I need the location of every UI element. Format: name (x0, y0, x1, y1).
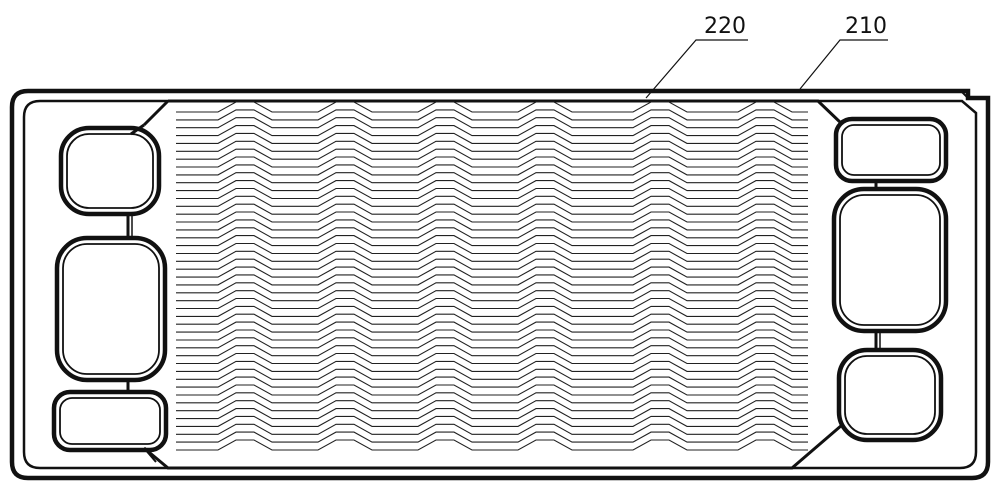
leader-lines (645, 39, 888, 99)
channel-line (176, 258, 808, 270)
channel-line (176, 187, 808, 200)
right-port-middle (831, 186, 949, 334)
channel-line (176, 290, 808, 302)
channel-line (176, 109, 808, 121)
right-ports (831, 116, 949, 443)
channel-line (176, 219, 808, 231)
channel-line (176, 439, 808, 451)
channel-line (176, 203, 808, 215)
channel-line (176, 384, 808, 396)
left-port-bottom (51, 389, 169, 453)
channel-line (176, 392, 808, 404)
channel-line (176, 282, 808, 294)
channel-line (176, 321, 808, 333)
channel-line (176, 266, 808, 278)
channel-line (176, 376, 808, 388)
channel-line (176, 297, 808, 310)
channel-line (176, 431, 808, 443)
right-port-top (833, 116, 949, 184)
flow-channels (176, 101, 808, 451)
channel-line (176, 148, 808, 160)
channel-line (176, 156, 808, 168)
channel-line (176, 180, 808, 192)
left-ports (51, 125, 169, 453)
right-port-bottom (836, 347, 944, 443)
channel-line (176, 305, 808, 317)
outer-plate (9, 88, 991, 481)
channel-line (176, 313, 808, 325)
left-port-top (58, 125, 162, 217)
channel-line (176, 329, 808, 341)
channel-line (176, 337, 808, 349)
channel-line (176, 345, 808, 357)
channel-line (176, 368, 808, 380)
ref-label-210: 210 (845, 14, 887, 39)
channel-line (176, 250, 808, 262)
channel-line (176, 164, 808, 176)
leader-line-220 (645, 39, 748, 99)
channel-line (176, 423, 808, 435)
channel-line (176, 415, 808, 427)
channel-line (176, 360, 808, 372)
channel-line (176, 408, 808, 420)
channel-line (176, 195, 808, 207)
ref-label-220: 220 (704, 14, 746, 39)
channel-line (176, 242, 808, 255)
channel-line (176, 274, 808, 286)
channel-line (176, 125, 808, 137)
channel-line (176, 140, 808, 152)
channel-line (176, 211, 808, 223)
channel-line (176, 227, 808, 239)
channel-line (176, 132, 808, 144)
channel-line (176, 352, 808, 365)
left-port-middle (54, 235, 168, 383)
flow-field-border (130, 99, 844, 470)
channel-line (176, 117, 808, 129)
channel-line (176, 235, 808, 247)
channel-line (176, 172, 808, 184)
leader-line-210 (799, 39, 888, 90)
channel-line (176, 101, 808, 113)
channel-line (176, 400, 808, 412)
